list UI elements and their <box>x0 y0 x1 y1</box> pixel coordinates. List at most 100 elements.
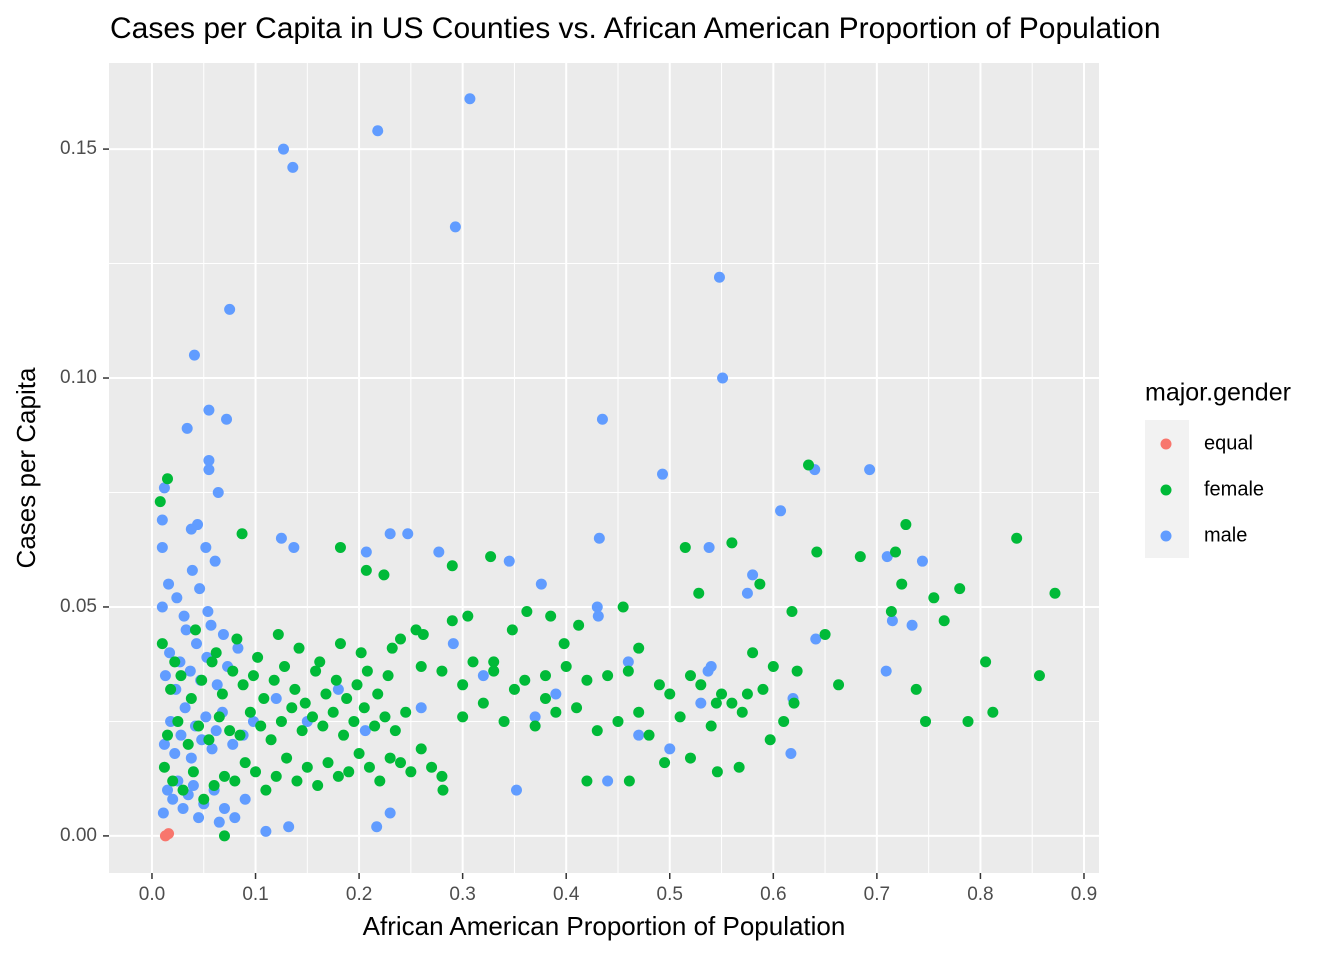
point <box>296 725 308 737</box>
point <box>348 715 360 727</box>
point <box>436 770 448 782</box>
point <box>157 807 169 819</box>
point <box>156 601 168 613</box>
point <box>785 747 797 759</box>
point <box>550 688 562 700</box>
x-tick-label: 0.8 <box>967 884 993 905</box>
point <box>250 766 262 778</box>
point <box>301 761 313 773</box>
point <box>209 555 221 567</box>
point <box>1049 587 1061 599</box>
point <box>733 761 745 773</box>
point <box>462 610 474 622</box>
point <box>360 546 372 558</box>
point <box>633 706 645 718</box>
point <box>218 802 230 814</box>
point <box>864 464 876 476</box>
point <box>363 761 375 773</box>
point <box>900 519 912 531</box>
point <box>910 683 922 695</box>
legend-label: female <box>1204 478 1264 500</box>
point <box>185 523 197 535</box>
point <box>896 578 908 590</box>
point <box>234 729 246 741</box>
point <box>237 679 249 691</box>
point <box>156 541 168 553</box>
point <box>417 628 429 640</box>
point <box>252 651 264 663</box>
point <box>227 738 239 750</box>
point <box>372 125 384 137</box>
point <box>436 665 448 677</box>
point <box>210 647 222 659</box>
point <box>395 757 407 769</box>
x-tick-label: 0.0 <box>139 884 165 905</box>
point <box>177 784 189 796</box>
point <box>581 674 593 686</box>
point <box>165 683 177 695</box>
point <box>529 720 541 732</box>
point <box>717 372 729 384</box>
point <box>227 665 239 677</box>
point <box>726 697 738 709</box>
point <box>272 628 284 640</box>
point <box>291 775 303 787</box>
point <box>803 459 815 471</box>
point <box>288 541 300 553</box>
point <box>255 720 267 732</box>
point <box>767 660 779 672</box>
point <box>503 555 515 567</box>
point <box>369 720 381 732</box>
point <box>162 729 174 741</box>
point <box>175 729 187 741</box>
point <box>653 679 665 691</box>
point <box>208 780 220 792</box>
point <box>180 624 192 636</box>
point <box>778 715 790 727</box>
point <box>275 715 287 727</box>
point <box>506 624 518 636</box>
point <box>158 738 170 750</box>
point <box>202 606 214 618</box>
point <box>206 656 218 668</box>
x-tick-label: 0.1 <box>242 884 268 905</box>
point <box>203 404 215 416</box>
point <box>221 413 233 425</box>
point <box>194 583 206 595</box>
point <box>987 706 999 718</box>
point <box>928 592 940 604</box>
point <box>184 665 196 677</box>
point <box>217 628 229 640</box>
point <box>962 715 974 727</box>
point <box>713 271 725 283</box>
point <box>224 303 236 315</box>
point <box>277 143 289 155</box>
point <box>457 679 469 691</box>
x-axis-label: African American Proportion of Populatio… <box>363 911 846 941</box>
x-tick-label: 0.9 <box>1071 884 1097 905</box>
y-tick-label: 0.10 <box>60 367 97 388</box>
point <box>633 729 645 741</box>
point <box>402 528 414 540</box>
point <box>185 693 197 705</box>
point <box>664 688 676 700</box>
point <box>156 514 168 526</box>
point <box>437 784 449 796</box>
point <box>679 541 691 553</box>
point <box>664 743 676 755</box>
point <box>205 619 217 631</box>
y-axis-label: Cases per Capita <box>11 367 41 568</box>
point <box>188 349 200 361</box>
point <box>477 697 489 709</box>
point <box>384 807 396 819</box>
point <box>415 660 427 672</box>
point <box>754 578 766 590</box>
point <box>558 638 570 650</box>
point <box>389 725 401 737</box>
point <box>167 793 179 805</box>
point <box>193 812 205 824</box>
point <box>154 496 166 508</box>
point <box>775 505 787 517</box>
point <box>200 541 212 553</box>
